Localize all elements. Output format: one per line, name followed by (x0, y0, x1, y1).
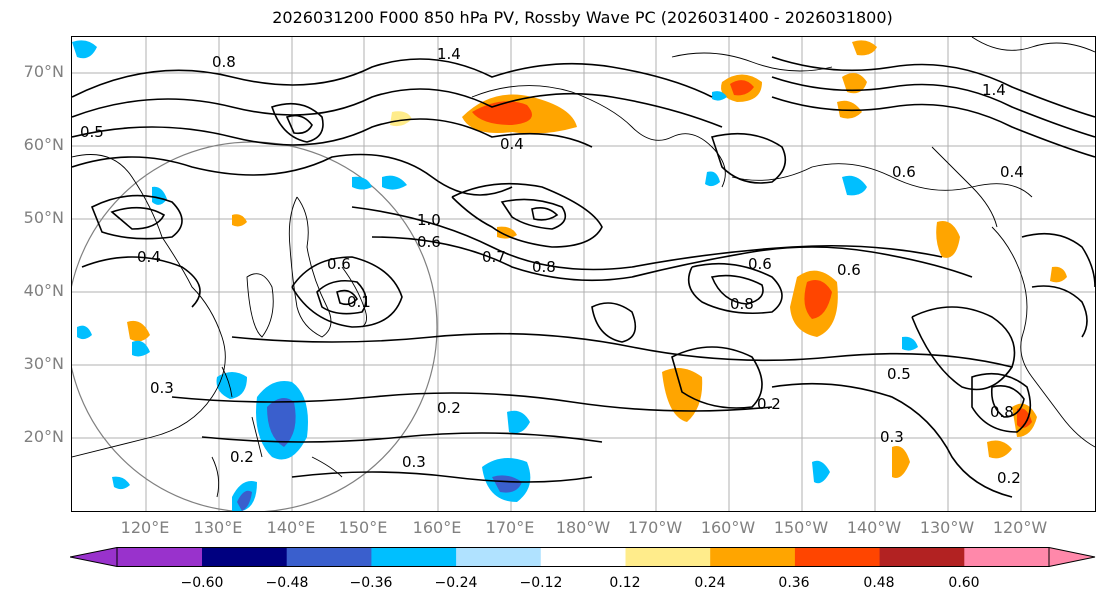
contour-label: 0.4 (137, 248, 161, 266)
colorbar-extend-min (70, 547, 118, 567)
lon-label: 170°E (485, 518, 535, 537)
colorbar-tick: 0.12 (609, 575, 641, 591)
colorbar-tick: 0.60 (948, 575, 980, 591)
contour-label: 0.3 (880, 428, 904, 446)
contour-label: 0.6 (892, 163, 916, 181)
lon-label: 180°W (555, 518, 611, 537)
lon-label: 140°E (266, 518, 316, 537)
lon-label: 160°W (700, 518, 756, 537)
lon-label: 160°E (412, 518, 462, 537)
colorbar-box (540, 547, 626, 567)
lat-label: 30°N (23, 354, 64, 373)
contour-label: 0.8 (730, 295, 754, 313)
lat-label: 60°N (23, 135, 64, 154)
contour-label: 0.6 (327, 255, 351, 273)
contour-label: 0.2 (757, 395, 781, 413)
contour-label: 0.2 (997, 469, 1021, 487)
contour-label: 0.2 (230, 448, 254, 466)
map-panel: 1.4 0.5 0.8 0.4 1.0 0.6 0.7 0.8 0.6 0.4 … (71, 36, 1096, 512)
contour-label: 0.6 (748, 255, 772, 273)
lon-label: 130°W (919, 518, 975, 537)
colorbar-box (625, 547, 711, 567)
contour-label: 0.4 (1000, 163, 1024, 181)
map-canvas: 1.4 0.5 0.8 0.4 1.0 0.6 0.7 0.8 0.6 0.4 … (72, 37, 1095, 511)
chart-title: 2026031200 F000 850 hPa PV, Rossby Wave … (272, 8, 893, 27)
contour-label: 0.4 (500, 135, 524, 153)
colorbar-tick: 0.36 (778, 575, 810, 591)
colorbar-box (117, 547, 202, 567)
lon-label: 150°E (338, 518, 388, 537)
lon-label: 120°W (992, 518, 1048, 537)
colorbar-box (710, 547, 796, 567)
contour-label: 0.6 (837, 261, 861, 279)
contour-label: 0.8 (990, 403, 1014, 421)
colorbar-box (456, 547, 542, 567)
contour-label: 1.4 (982, 81, 1006, 99)
lat-label: 70°N (23, 62, 64, 81)
lat-label: 20°N (23, 427, 64, 446)
colorbar-box (879, 547, 965, 567)
lat-label: 50°N (23, 208, 64, 227)
colorbar-tick: −0.24 (434, 575, 478, 591)
colorbar-box (964, 547, 1049, 567)
contour-label: 0.8 (212, 53, 236, 71)
colorbar-box (202, 547, 288, 567)
lat-label: 40°N (23, 281, 64, 300)
shading-patches (72, 40, 1067, 511)
coastlines (72, 37, 1095, 498)
colorbar (70, 547, 1096, 567)
colorbar-tick: −0.12 (519, 575, 563, 591)
contour-label: 0.3 (402, 453, 426, 471)
contour-labels: 1.4 0.5 0.8 0.4 1.0 0.6 0.7 0.8 0.6 0.4 … (80, 45, 1024, 487)
contour-label: 0.5 (80, 123, 104, 141)
lon-label: 170°W (627, 518, 683, 537)
contour-label: 0.7 (482, 248, 506, 266)
colorbar-extend-max (1048, 547, 1096, 567)
pv-contours (72, 56, 1095, 498)
colorbar-tick: −0.60 (180, 575, 224, 591)
contour-label: 0.2 (437, 399, 461, 417)
contour-label: 0.3 (150, 379, 174, 397)
lon-label: 120°E (120, 518, 170, 537)
colorbar-box (794, 547, 881, 567)
colorbar-box (286, 547, 372, 567)
colorbar-tick: 0.48 (863, 575, 895, 591)
contour-label: 1.0 (417, 211, 441, 229)
lon-label: 130°E (193, 518, 243, 537)
contour-label: 0.8 (532, 258, 556, 276)
lon-label: 150°W (773, 518, 829, 537)
contour-label: 1.4 (437, 45, 461, 63)
lon-label: 140°W (846, 518, 902, 537)
colorbar-tick: 0.24 (694, 575, 726, 591)
contour-label: 0.5 (887, 365, 911, 383)
contour-label: 0.6 (417, 233, 441, 251)
contour-label: 0.1 (347, 293, 371, 311)
colorbar-box (371, 547, 457, 567)
colorbar-tick: −0.48 (265, 575, 309, 591)
reference-circle (72, 141, 438, 511)
colorbar-tick: −0.36 (349, 575, 393, 591)
